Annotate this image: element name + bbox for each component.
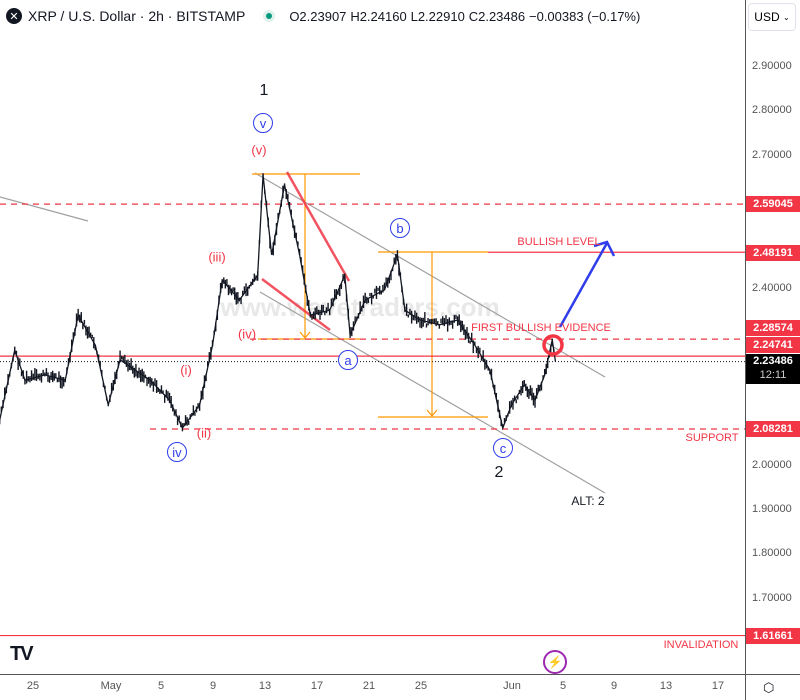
ohlc-low: L2.22910: [410, 8, 465, 24]
drawings[interactable]: [0, 171, 606, 494]
time-tick: 25: [414, 680, 428, 692]
time-tick: 25: [26, 680, 40, 692]
wave-label-1: 1: [259, 82, 269, 99]
fib-projection-2[interactable]: [378, 251, 488, 418]
last-price-label: 2.23486 12:11: [746, 354, 800, 384]
price-tick: 1.90000: [752, 503, 792, 515]
time-tick: May: [100, 680, 122, 692]
settings-gear-icon[interactable]: ⬡: [763, 680, 775, 695]
wave-label-circle-v: v: [253, 113, 273, 133]
xrp-logo-icon: ✕: [6, 8, 22, 24]
time-tick: 13: [258, 680, 272, 692]
wave-label-circle-b: b: [390, 218, 410, 238]
price-tick: 2.80000: [752, 104, 792, 117]
wave-label-i: (i): [180, 362, 192, 378]
time-tick: 17: [711, 680, 725, 692]
ohlc-close: C2.23486: [468, 8, 526, 24]
price-chart[interactable]: www.wavetraders.com: [0, 0, 745, 674]
wedge-upper[interactable]: [285, 171, 351, 282]
chart-header: ✕ XRP / U.S. Dollar · 2h · BITSTAMP O2.2…: [0, 0, 745, 32]
trendline[interactable]: [0, 196, 89, 222]
wave-label-circle-a: a: [338, 350, 358, 370]
bar-countdown: 12:11: [759, 369, 787, 381]
wave-label-alt-2: ALT: 2: [571, 494, 605, 508]
lightning-icon[interactable]: ⚡: [543, 650, 567, 674]
price-tick: 2.40000: [752, 281, 792, 294]
wedge-lower[interactable]: [261, 278, 331, 331]
level-price-label: 2.28574: [746, 320, 800, 336]
channel-upper[interactable]: [254, 172, 606, 378]
last-price-value: 2.23486: [753, 355, 793, 367]
market-status-icon[interactable]: [263, 10, 276, 22]
ohlc-change: −0.00383 (−0.17%): [529, 8, 641, 24]
price-tick: 1.70000: [752, 591, 792, 604]
tradingview-logo[interactable]: TV: [10, 643, 34, 665]
time-tick: 5: [157, 680, 165, 692]
time-tick: Jun: [503, 680, 521, 692]
price-axis-border: [745, 0, 746, 700]
time-tick: 17: [310, 680, 324, 692]
support-label: SUPPORT: [685, 432, 739, 444]
currency-select[interactable]: USD ⌄: [748, 3, 796, 31]
price-tick: 1.80000: [752, 547, 792, 560]
wave-label-2: 2: [494, 464, 504, 481]
wave-label-iv: (iv): [237, 326, 257, 342]
time-tick: 9: [610, 680, 618, 692]
level-price-label: 2.48191: [746, 245, 800, 261]
wave-label-v: (v): [251, 142, 267, 158]
level-price-label: 1.61661: [746, 628, 800, 644]
invalidation-label: INVALIDATION: [663, 639, 739, 651]
breakout-circle[interactable]: [542, 334, 564, 356]
ohlc-high: H2.24160: [350, 8, 407, 24]
symbol-title[interactable]: XRP / U.S. Dollar · 2h · BITSTAMP: [28, 8, 246, 24]
projection-arrow[interactable]: [558, 240, 616, 328]
wave-label-circle-iv: iv: [167, 442, 187, 462]
wave-label-ii: (ii): [196, 425, 212, 441]
bullish-level-label: BULLISH LEVEL: [517, 236, 601, 248]
time-tick: 21: [362, 680, 376, 692]
time-tick: 9: [209, 680, 217, 692]
level-price-label: 2.59045: [746, 196, 800, 212]
price-tick: 2.90000: [752, 60, 792, 72]
currency-label: USD: [754, 10, 780, 24]
wave-label-circle-c: c: [493, 438, 513, 458]
chevron-down-icon: ⌄: [782, 12, 790, 22]
time-axis-border: [0, 674, 800, 675]
wave-label-iii: (iii): [208, 249, 226, 265]
time-tick: 5: [559, 680, 567, 692]
ohlc-open: O2.23907: [289, 8, 347, 24]
price-tick: 2.70000: [752, 148, 792, 161]
first-bullish-evidence-label: FIRST BULLISH EVIDENCE: [471, 322, 611, 334]
level-price-label: 2.08281: [746, 421, 800, 437]
level-price-label: 2.24741: [746, 337, 800, 353]
price-tick: 2.00000: [752, 458, 792, 471]
time-tick: 13: [659, 680, 673, 692]
